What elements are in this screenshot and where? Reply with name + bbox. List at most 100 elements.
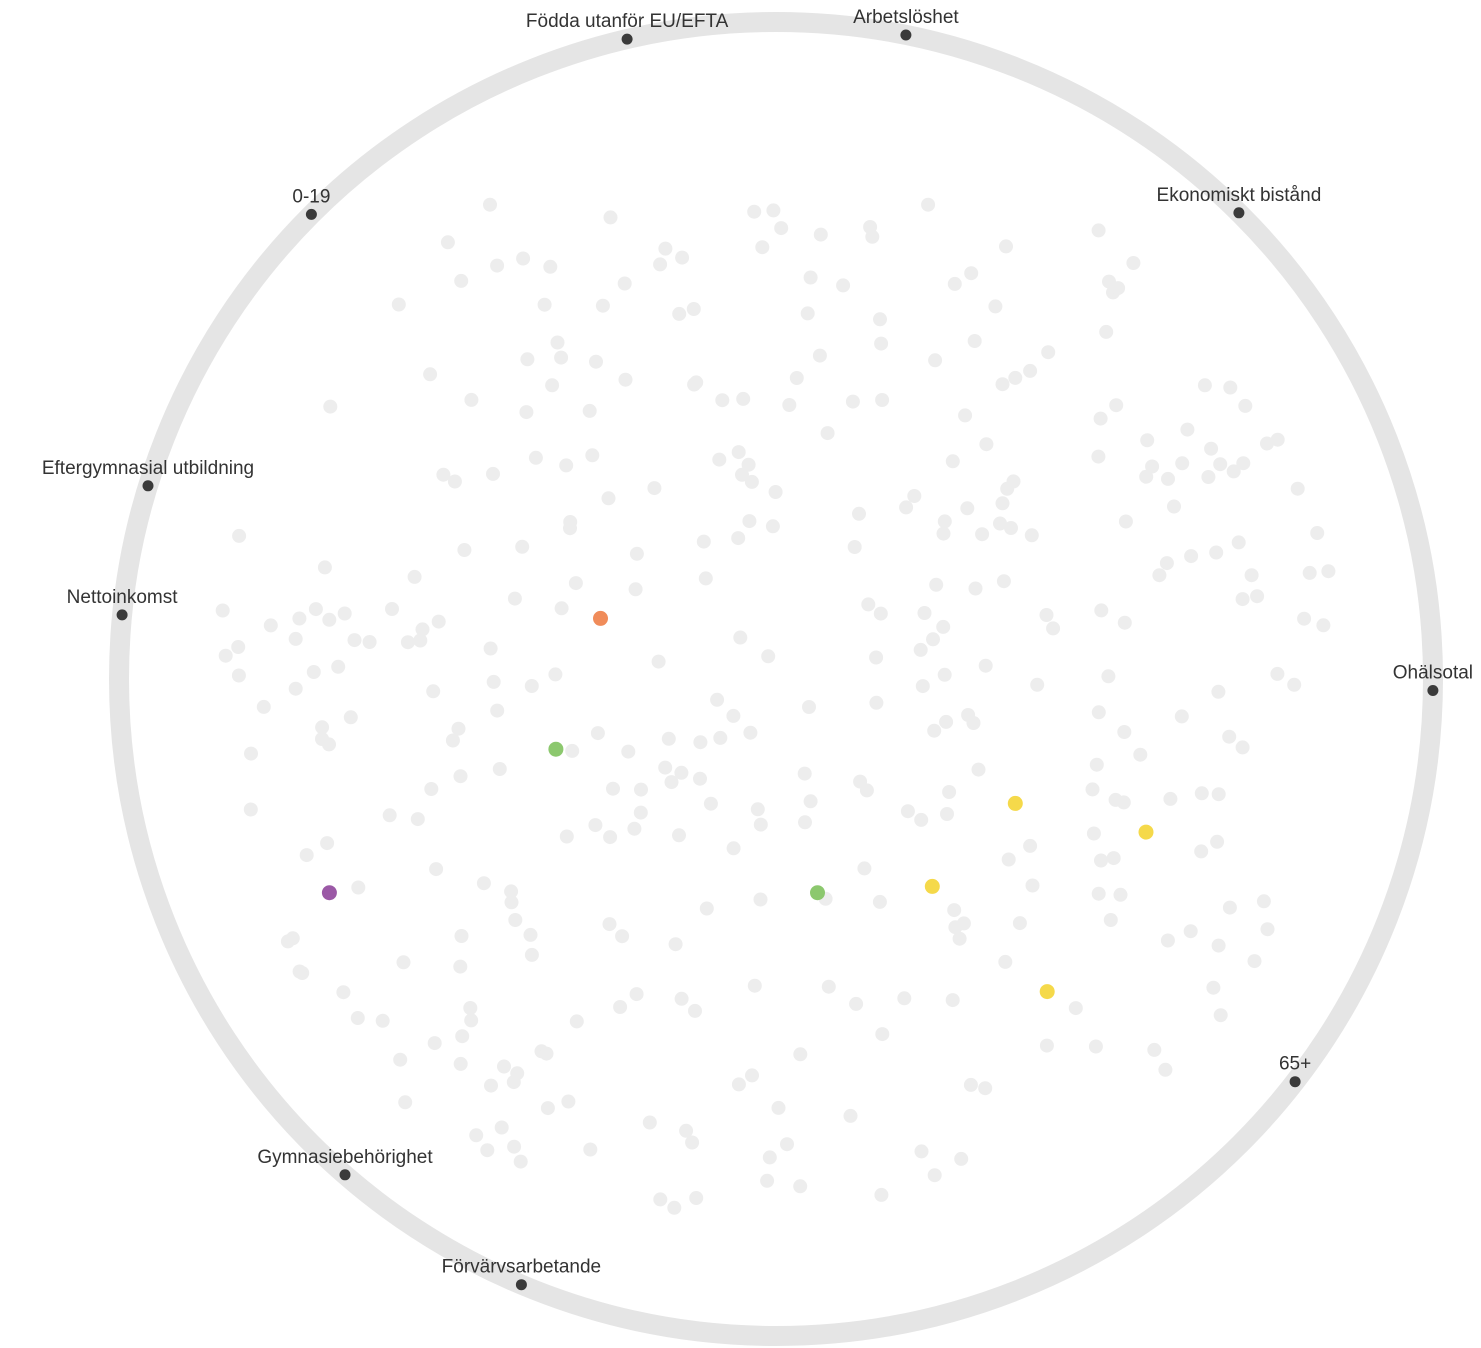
background-point [771, 1100, 786, 1115]
background-point [1158, 1062, 1173, 1077]
background-point [668, 937, 683, 952]
background-point [1163, 791, 1178, 806]
background-point [664, 775, 679, 790]
background-point [1184, 549, 1199, 564]
background-point [1211, 684, 1226, 699]
background-point [958, 408, 973, 423]
background-point [1118, 514, 1133, 529]
background-point [497, 1059, 511, 1074]
anchor-point [1233, 207, 1245, 219]
anchor-label: Ohälsotal [1393, 663, 1473, 684]
background-point [559, 829, 574, 844]
background-point [1236, 456, 1251, 471]
background-point [243, 802, 258, 817]
background-point [667, 1200, 682, 1215]
background-point [936, 526, 951, 541]
background-point [726, 708, 741, 723]
background-point [1161, 471, 1175, 486]
anchor-point [305, 208, 317, 220]
background-point [1159, 556, 1174, 571]
background-point [508, 913, 523, 927]
background-point [618, 372, 633, 387]
highlighted-point[interactable] [548, 741, 564, 757]
background-point [1222, 729, 1237, 744]
background-point [942, 785, 957, 799]
highlighted-point[interactable] [321, 885, 337, 901]
background-point [617, 276, 632, 291]
background-point [693, 771, 707, 786]
background-point [936, 619, 951, 634]
highlighted-point[interactable] [1138, 824, 1154, 840]
background-point [1231, 535, 1246, 550]
background-point [545, 378, 560, 393]
background-point [601, 491, 616, 506]
background-point [523, 927, 538, 942]
background-point [873, 312, 887, 327]
background-point [731, 531, 746, 546]
background-point [789, 371, 804, 385]
background-point [736, 391, 751, 406]
background-point [653, 257, 668, 272]
background-point [1113, 887, 1128, 902]
highlighted-point[interactable] [1007, 795, 1023, 811]
background-point [939, 714, 954, 729]
background-point [1117, 615, 1132, 630]
background-point [1235, 592, 1250, 607]
background-point [780, 1137, 794, 1152]
highlighted-point[interactable] [593, 610, 608, 626]
highlighted-point[interactable] [1039, 984, 1055, 1000]
background-point [627, 821, 642, 836]
background-point [674, 991, 689, 1006]
background-point [967, 334, 982, 348]
background-point [1213, 457, 1228, 472]
anchor-label: Arbetslöshet [853, 7, 959, 28]
background-point [961, 708, 976, 722]
background-point [921, 197, 936, 212]
background-point [539, 1046, 554, 1061]
background-point [1302, 565, 1317, 580]
background-point [782, 398, 797, 412]
background-point [993, 516, 1007, 531]
background-point [1316, 618, 1331, 633]
background-point [875, 1027, 890, 1042]
anchor-label: 65+ [1279, 1054, 1311, 1075]
background-point [483, 641, 498, 656]
highlighted-point[interactable] [924, 878, 940, 894]
background-point [519, 405, 534, 420]
background-point [590, 726, 605, 741]
background-point [765, 519, 780, 534]
anchor-point [142, 480, 154, 492]
background-point [996, 574, 1011, 589]
background-point [1088, 1039, 1103, 1054]
background-point [490, 703, 505, 718]
background-point [602, 917, 617, 932]
background-point [1321, 564, 1336, 579]
background-point [483, 197, 497, 212]
background-point [813, 227, 828, 242]
background-point [375, 1013, 390, 1028]
highlighted-point[interactable] [810, 885, 825, 901]
background-point [447, 474, 462, 489]
background-point [872, 894, 887, 909]
background-point [675, 250, 690, 265]
background-point [948, 920, 963, 935]
background-point [1209, 545, 1224, 560]
background-point [998, 954, 1013, 969]
anchors: Arbetslöshet Ekonomiskt bistånd Ohälsotal 6… [42, 7, 1473, 1291]
anchor-label: Nettoinkomst [67, 587, 179, 608]
background-point [747, 978, 762, 993]
background-point [317, 560, 332, 575]
background-point [1210, 834, 1225, 849]
background-point [847, 540, 862, 554]
background-point [731, 1077, 746, 1092]
background-point [391, 297, 406, 312]
background-point [674, 765, 689, 780]
background-point [524, 679, 539, 693]
background-point [559, 458, 574, 473]
background-point [1226, 464, 1241, 479]
background-point [362, 635, 377, 649]
background-point [753, 892, 768, 907]
background-point [615, 929, 630, 944]
background-point [897, 991, 912, 1006]
background-point [735, 467, 749, 482]
